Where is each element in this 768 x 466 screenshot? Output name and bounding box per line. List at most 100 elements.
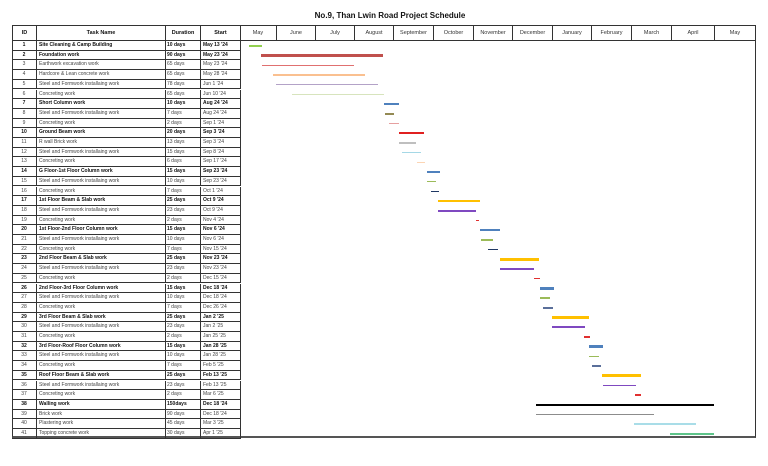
gantt-bar — [500, 258, 539, 261]
task-name: R wall Brick work — [37, 138, 166, 148]
table-row: 28 Concreting work 7 days Dec 26 '24 — [12, 302, 241, 313]
task-name: Concreting work — [37, 273, 166, 284]
task-start: Nov 4 '24 — [201, 215, 241, 226]
month-header: May — [715, 25, 756, 41]
task-duration: 6 days — [166, 157, 201, 168]
task-start: Dec 18 '24 — [201, 399, 241, 410]
task-duration: 2 days — [166, 332, 201, 342]
task-start: Sep 1 '24 — [201, 118, 241, 129]
gantt-bar — [584, 336, 590, 338]
task-name: Concreting work — [37, 332, 166, 342]
task-id: 37 — [12, 390, 37, 400]
gantt-bar — [635, 394, 641, 396]
task-duration: 15 days — [166, 341, 201, 352]
gantt-bar — [417, 161, 425, 163]
month-header: October — [434, 25, 474, 41]
task-start: Aug 24 '24 — [201, 99, 241, 109]
gantt-bar — [589, 355, 599, 357]
task-id: 11 — [12, 138, 37, 148]
table-row: 35 Roof Floor Beam & Slab work 25 days Feb … — [12, 370, 241, 381]
month-header: January — [553, 25, 592, 41]
task-start: Nov 6 '24 — [201, 225, 241, 235]
gantt-bar — [249, 45, 262, 47]
task-name: 1st Floor Beam & Slab work — [37, 196, 166, 206]
table-row: 5 Steel and Formwork installaing work 78 d… — [12, 79, 241, 90]
task-id: 1 — [12, 41, 37, 51]
table-row: 3 Earthwork excavation work 65 days May 23 … — [12, 60, 241, 71]
task-start: Jan 25 '25 — [201, 332, 241, 342]
gantt-bar — [273, 74, 365, 76]
task-start: Feb 13 '25 — [201, 370, 241, 381]
table-row: 41 Topping concrete work 30 days Apr 1 '25 — [12, 429, 241, 439]
task-id: 38 — [12, 399, 37, 410]
gantt-bar — [427, 180, 436, 183]
task-id: 35 — [12, 370, 37, 381]
task-name: Concreting work — [37, 302, 166, 313]
task-start: Sep 17 '24 — [201, 157, 241, 168]
header-id: ID — [12, 25, 37, 41]
task-name: Hardcore & Lean concrete work — [37, 70, 166, 80]
table-row: 38 Walling work 150days Dec 18 '24 — [12, 399, 241, 410]
task-name: 3rd Floor Beam & Slab work — [37, 312, 166, 323]
table-row: 15 Steel and Formwork installaing work 10 … — [12, 176, 241, 187]
gantt-bar — [480, 228, 500, 232]
table-row: 8 Steel and Formwork installaing work 7 da… — [12, 108, 241, 119]
task-start: Jan 2 '25 — [201, 322, 241, 332]
gantt-bar — [534, 277, 540, 280]
month-header: November — [474, 25, 513, 41]
task-duration: 10 days — [166, 99, 201, 109]
task-duration: 65 days — [166, 89, 201, 100]
task-start: Sep 8 '24 — [201, 147, 241, 158]
gantt-bar — [399, 131, 424, 135]
task-name: Concreting work — [37, 118, 166, 129]
task-duration: 10 days — [166, 176, 201, 187]
gantt-bar — [262, 64, 354, 66]
task-name: Concreting work — [37, 215, 166, 226]
task-start: May 13 '24 — [201, 41, 241, 51]
task-start: Sep 3 '24 — [201, 138, 241, 148]
table-row: 11 R wall Brick work 13 days Sep 3 '24 — [12, 138, 241, 148]
task-start: Nov 6 '24 — [201, 235, 241, 245]
table-row: 6 Concreting work 65 days Jun 10 '24 — [12, 89, 241, 100]
task-start: Aug 24 '24 — [201, 108, 241, 119]
task-name: Walling work — [37, 399, 166, 410]
month-header: September — [394, 25, 434, 41]
task-id: 41 — [12, 429, 37, 439]
gantt-bar — [431, 190, 439, 193]
task-duration: 20 days — [166, 128, 201, 138]
task-duration: 10 days — [166, 351, 201, 362]
task-id: 8 — [12, 108, 37, 119]
task-name: Short Column work — [37, 99, 166, 109]
table-row: 4 Hardcore & Lean concrete work 65 days May… — [12, 70, 241, 80]
table-row: 39 Brick work 90 days Dec 18 '24 — [12, 409, 241, 420]
task-name: Earthwork excavation work — [37, 60, 166, 71]
task-id: 22 — [12, 244, 37, 255]
task-duration: 2 days — [166, 215, 201, 226]
gantt-bar — [476, 219, 479, 222]
task-name: 2nd Floor Beam & Slab work — [37, 254, 166, 265]
table-row: 21 Steel and Formwork installaing work 10 … — [12, 235, 241, 245]
task-start: Oct 9 '24 — [201, 205, 241, 216]
task-start: Dec 26 '24 — [201, 302, 241, 313]
task-id: 27 — [12, 293, 37, 303]
gantt-bar — [540, 287, 554, 290]
task-name: Brick work — [37, 409, 166, 420]
task-duration: 10 days — [166, 293, 201, 303]
task-name: Steel and Formwork installaing work — [37, 79, 166, 90]
task-start: Mar 3 '25 — [201, 419, 241, 429]
task-duration: 90 days — [166, 50, 201, 61]
task-start: May 23 '24 — [201, 50, 241, 61]
table-row: 12 Steel and Formwork installaing work 15 … — [12, 147, 241, 158]
month-header: June — [277, 25, 316, 41]
task-name: Steel and Formwork installaing work — [37, 380, 166, 391]
task-duration: 2 days — [166, 390, 201, 400]
task-start: Oct 1 '24 — [201, 186, 241, 197]
task-duration: 15 days — [166, 283, 201, 294]
chart-title: No.9, Than Lwin Road Project Schedule — [314, 11, 466, 20]
task-id: 2 — [12, 50, 37, 61]
task-id: 4 — [12, 70, 37, 80]
task-start: Dec 18 '24 — [201, 409, 241, 420]
gantt-bar — [488, 248, 498, 251]
task-id: 34 — [12, 361, 37, 371]
task-name: Steel and Formwork installaing work — [37, 147, 166, 158]
